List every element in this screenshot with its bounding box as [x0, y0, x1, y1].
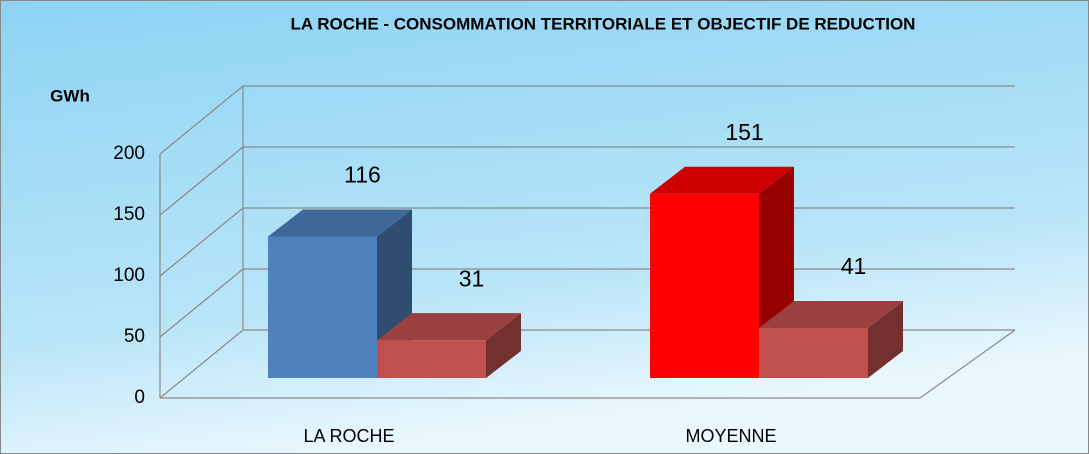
y-axis-label: GWh — [50, 86, 90, 105]
bar — [377, 313, 521, 378]
bar-top — [759, 300, 903, 328]
floor-right — [919, 329, 1016, 399]
y-tick-label: 200 — [113, 143, 145, 164]
bar-top — [268, 209, 412, 237]
bar-top — [377, 313, 521, 341]
bar-side — [486, 313, 521, 378]
chart-title: LA ROCHE - CONSOMMATION TERRITORIALE ET … — [291, 14, 916, 33]
bar-side — [868, 300, 903, 378]
bar-front — [377, 340, 486, 378]
bar-front — [268, 236, 377, 378]
bar-front — [759, 327, 868, 378]
y-tick-label: 0 — [134, 387, 145, 408]
value-label: 41 — [841, 253, 867, 279]
bar-front — [650, 193, 759, 378]
grid-line — [159, 146, 1015, 216]
value-label: 151 — [725, 119, 763, 145]
bar-top — [650, 166, 794, 194]
x-tick-label: LA ROCHE — [303, 426, 394, 446]
y-tick-label: 50 — [124, 326, 145, 347]
y-tick-label: 150 — [113, 204, 145, 225]
value-label: 31 — [459, 265, 485, 291]
grid-line — [159, 85, 1015, 155]
bar — [759, 300, 903, 378]
value-label: 116 — [344, 162, 381, 188]
x-tick-label: MOYENNE — [685, 426, 776, 446]
y-tick-label: 100 — [113, 265, 145, 286]
